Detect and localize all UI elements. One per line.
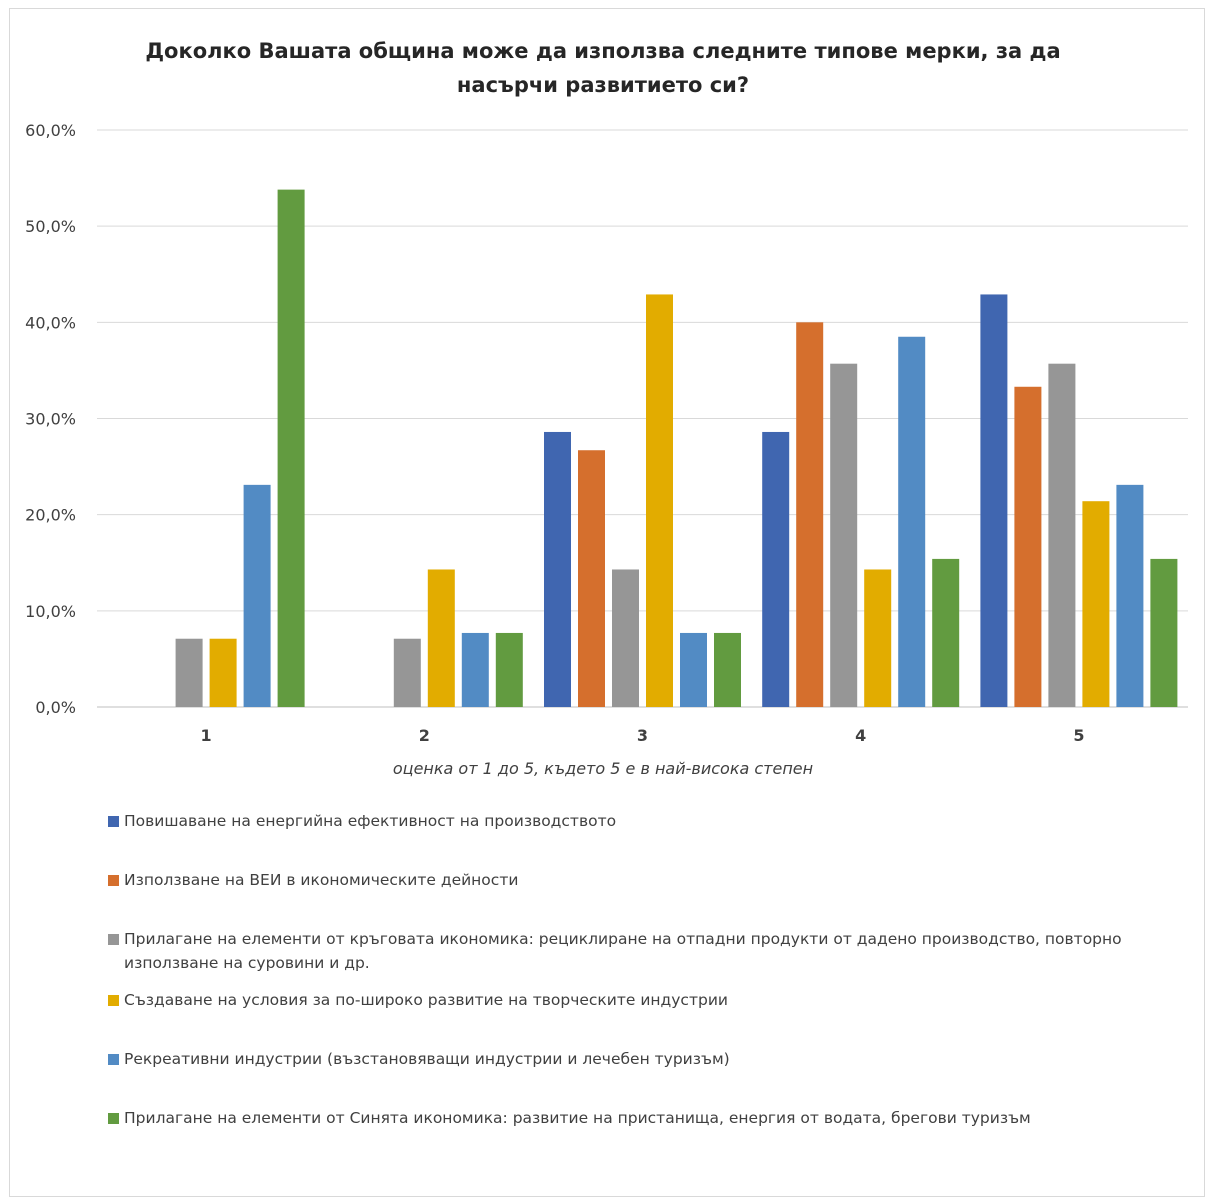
y-tick-label: 50,0% — [25, 217, 76, 236]
bar — [175, 638, 203, 707]
x-tick-label: 1 — [201, 726, 212, 745]
legend-item: Рекреативни индустрии (възстановяващи ин… — [108, 1047, 1168, 1071]
legend-swatch — [108, 1054, 119, 1065]
legend-label: Рекреативни индустрии (възстановяващи ин… — [124, 1050, 730, 1068]
legend-swatch — [108, 995, 119, 1006]
bar — [209, 638, 237, 707]
bar — [612, 569, 639, 707]
bar — [796, 322, 824, 707]
bar — [830, 363, 858, 707]
bar-chart: 0,0% 10,0% 20,0% 30,0% 40,0% 50,0% 60,0% 1 2 3 4 5 — [25, 121, 1188, 745]
legend-label: Създаване на условия за по-широко развит… — [124, 991, 728, 1009]
bar — [864, 569, 892, 707]
legend-label: Прилагане на елементи от Синята икономик… — [124, 1109, 1031, 1127]
bar — [1150, 558, 1178, 707]
legend-label: Използване на ВЕИ в икономическите дейно… — [124, 871, 519, 889]
bar — [646, 294, 673, 707]
bar — [714, 632, 741, 707]
x-axis-label: оценка от 1 до 5, където 5 е в най-висок… — [392, 759, 814, 778]
bar — [932, 558, 960, 707]
x-tick-label: 5 — [1073, 726, 1084, 745]
chart-frame — [9, 8, 1205, 1197]
bar — [393, 638, 421, 707]
legend-item: Прилагане на елементи от кръговата иконо… — [108, 927, 1168, 975]
bar — [1014, 386, 1042, 707]
y-tick-label: 30,0% — [25, 410, 76, 429]
bar — [1082, 501, 1110, 707]
bar — [427, 569, 455, 707]
bar — [980, 294, 1008, 707]
x-tick-label: 4 — [855, 726, 866, 745]
bar — [277, 189, 305, 707]
bar — [898, 336, 926, 707]
bar — [1048, 363, 1076, 707]
legend-swatch — [108, 875, 119, 886]
bar — [243, 484, 271, 707]
bar — [578, 450, 605, 707]
bar — [680, 632, 707, 707]
chart-title-line-2: насърчи развитието си? — [456, 73, 750, 97]
legend-swatch — [108, 816, 119, 827]
x-tick-label: 2 — [419, 726, 430, 745]
bar — [544, 431, 571, 707]
legend-label: Прилагане на елементи от кръговата иконо… — [124, 930, 1122, 972]
chart-title-line-1: Доколко Вашата община може да използва с… — [145, 39, 1061, 63]
legend-label: Повишаване на енергийна ефективност на п… — [124, 812, 617, 830]
bar — [1116, 484, 1144, 707]
legend-item: Прилагане на елементи от Синята икономик… — [108, 1106, 1168, 1130]
legend-item: Използване на ВЕИ в икономическите дейно… — [108, 868, 1168, 892]
y-tick-label: 40,0% — [25, 313, 76, 332]
y-tick-label: 0,0% — [35, 698, 76, 717]
bar — [461, 632, 489, 707]
y-tick-label: 60,0% — [25, 121, 76, 140]
legend-swatch — [108, 1113, 119, 1124]
y-tick-label: 10,0% — [25, 602, 76, 621]
y-tick-label: 20,0% — [25, 506, 76, 525]
x-tick-label: 3 — [637, 726, 648, 745]
bar — [495, 632, 523, 707]
legend-swatch — [108, 934, 119, 945]
legend-item: Повишаване на енергийна ефективност на п… — [108, 809, 1168, 833]
legend-item: Създаване на условия за по-широко развит… — [108, 988, 1168, 1012]
chart-title: Доколко Вашата община може да използва с… — [0, 34, 1206, 102]
bar — [762, 431, 790, 707]
